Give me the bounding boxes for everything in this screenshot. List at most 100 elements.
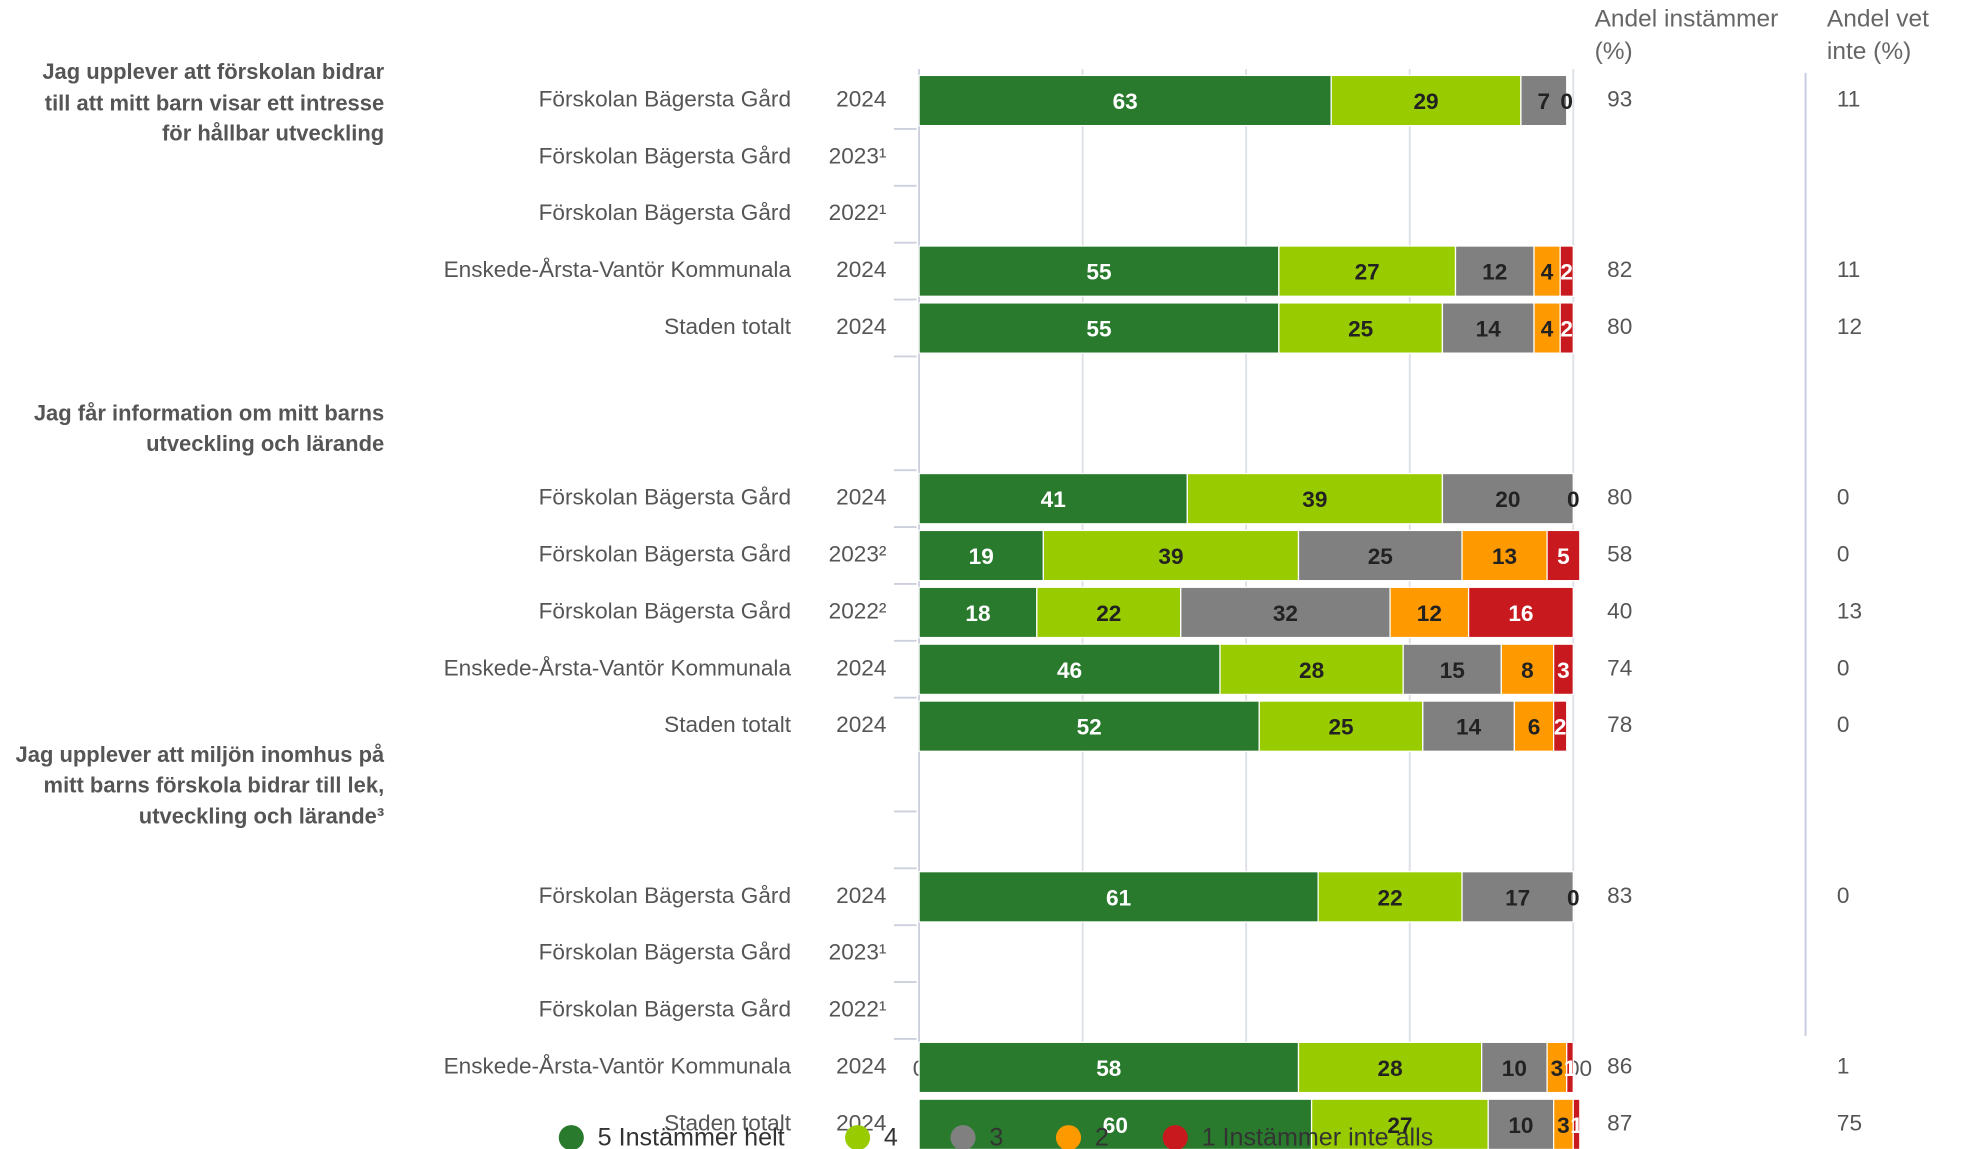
- data-label: 61: [1106, 885, 1131, 910]
- legend-label: 2: [1095, 1124, 1109, 1149]
- row-label: Förskolan Bägersta Gård: [539, 598, 791, 623]
- data-label: 1: [1570, 1113, 1583, 1138]
- data-label: 25: [1348, 317, 1373, 342]
- bar-segment: [1533, 245, 1561, 297]
- bar-segment: [1467, 586, 1574, 639]
- bar-segment: [918, 529, 1045, 582]
- row-label: Förskolan Bägersta Gård: [539, 542, 791, 567]
- column-value: 0: [1837, 883, 1850, 908]
- bar-segment: [918, 700, 1260, 752]
- bar-segment: [1481, 1041, 1548, 1094]
- row-label: Förskolan Bägersta Gård: [539, 86, 791, 111]
- data-label: 3: [1557, 658, 1570, 683]
- column-value: 11: [1837, 86, 1860, 111]
- row-year: 2024: [836, 1053, 886, 1078]
- bar-segment: [1553, 700, 1568, 752]
- bar-segment: [1454, 245, 1535, 297]
- data-label: 5: [1557, 544, 1570, 569]
- bar-segment: [1422, 700, 1516, 752]
- data-label: 12: [1417, 601, 1442, 626]
- column-value: 74: [1607, 655, 1632, 680]
- column-value: 0: [1837, 485, 1850, 510]
- bar-segment: [1297, 529, 1463, 582]
- data-label: 1: [1564, 1056, 1577, 1081]
- legend-label: 5 Instämmer helt: [598, 1124, 785, 1149]
- column-header: Andel instämmer (%): [1594, 5, 1779, 66]
- column-value: 78: [1607, 712, 1632, 737]
- data-label: 14: [1456, 715, 1482, 740]
- data-label: 0: [1567, 487, 1580, 512]
- column-value: 83: [1607, 883, 1632, 908]
- data-label: 46: [1057, 658, 1082, 683]
- bar-segment: [918, 1041, 1300, 1094]
- column-value: 40: [1607, 598, 1632, 623]
- column-header: Andel vet inte (%): [1826, 5, 1929, 66]
- bar-segment: [1258, 700, 1424, 752]
- data-label: 4: [1541, 260, 1554, 285]
- data-label: 3: [1551, 1056, 1564, 1081]
- data-label: 39: [1158, 544, 1183, 569]
- column-value: 1: [1837, 1053, 1850, 1078]
- row-year: 2024: [836, 86, 886, 111]
- data-label: 39: [1302, 487, 1327, 512]
- column-value: 75: [1837, 1110, 1862, 1135]
- data-label: 12: [1482, 260, 1507, 285]
- row-year: 2022¹: [829, 200, 887, 225]
- data-label: 20: [1495, 487, 1520, 512]
- data-label: 10: [1502, 1056, 1527, 1081]
- column-value: 11: [1837, 257, 1860, 282]
- bar-segment: [918, 472, 1188, 525]
- data-label: 41: [1041, 487, 1066, 512]
- bar-segment: [1553, 643, 1574, 696]
- data-label: 28: [1378, 1056, 1403, 1081]
- data-label: 55: [1086, 260, 1111, 285]
- column-value: 86: [1607, 1053, 1632, 1078]
- bar-segment: [918, 74, 1332, 127]
- bar-segment: [918, 1098, 1313, 1149]
- column-value: 93: [1607, 86, 1632, 111]
- bar-segment: [1487, 1098, 1555, 1149]
- data-label: 0: [1567, 885, 1580, 910]
- row-label: Staden totalt: [664, 1110, 792, 1135]
- column-header-box: Andel instämmer (%): [1594, 5, 1779, 66]
- column-value: 58: [1607, 542, 1632, 567]
- bar-segment: [1520, 74, 1568, 127]
- bar-segment: [1219, 643, 1404, 696]
- legend-swatch: [950, 1125, 976, 1149]
- data-label: 14: [1476, 317, 1502, 342]
- bar-segment: [1310, 1098, 1489, 1149]
- column-value: 0: [1837, 542, 1850, 567]
- data-label: 27: [1355, 260, 1380, 285]
- row-year: 2022²: [829, 598, 887, 623]
- bar-segment: [918, 871, 1319, 923]
- row-year: 2023²: [829, 542, 887, 567]
- row-year: 2024: [836, 485, 886, 510]
- row-label: Staden totalt: [664, 712, 792, 737]
- bar-segment: [1402, 643, 1502, 696]
- data-label: 52: [1077, 715, 1102, 740]
- row-label: Enskede-Årsta-Vantör Kommunala: [444, 655, 792, 680]
- bar-segment: [918, 302, 1280, 354]
- bar-segment: [1559, 302, 1574, 354]
- data-label: 2: [1560, 260, 1573, 285]
- data-label: 15: [1440, 658, 1465, 683]
- data-label: 27: [1387, 1113, 1412, 1138]
- row-label: Staden totalt: [664, 314, 792, 339]
- bar-segment: [1461, 529, 1548, 582]
- legend-swatch: [1055, 1125, 1082, 1149]
- bar-segment: [1572, 1098, 1581, 1149]
- data-label: 3: [1557, 1113, 1570, 1138]
- row-year: 2024: [836, 655, 886, 680]
- row-label: Förskolan Bägersta Gård: [539, 485, 791, 510]
- row-label: Förskolan Bägersta Gård: [539, 940, 791, 965]
- bar-segment: [1317, 871, 1463, 923]
- bar-segment: [918, 245, 1280, 297]
- bar-segment: [1566, 1041, 1574, 1094]
- bar-segment: [1036, 586, 1182, 639]
- data-label: 25: [1328, 715, 1353, 740]
- data-label: 4: [1541, 317, 1554, 342]
- row-label: Förskolan Bägersta Gård: [539, 143, 791, 168]
- data-label: 32: [1273, 601, 1298, 626]
- column-value: 87: [1607, 1110, 1632, 1135]
